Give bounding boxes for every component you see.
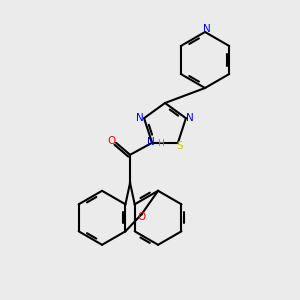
- Text: N: N: [203, 24, 211, 34]
- Text: H: H: [157, 139, 164, 148]
- Text: N: N: [186, 113, 194, 123]
- Text: O: O: [138, 212, 146, 222]
- Text: O: O: [107, 136, 115, 146]
- Text: N: N: [136, 113, 144, 123]
- Text: N: N: [147, 137, 155, 147]
- Text: S: S: [177, 141, 183, 151]
